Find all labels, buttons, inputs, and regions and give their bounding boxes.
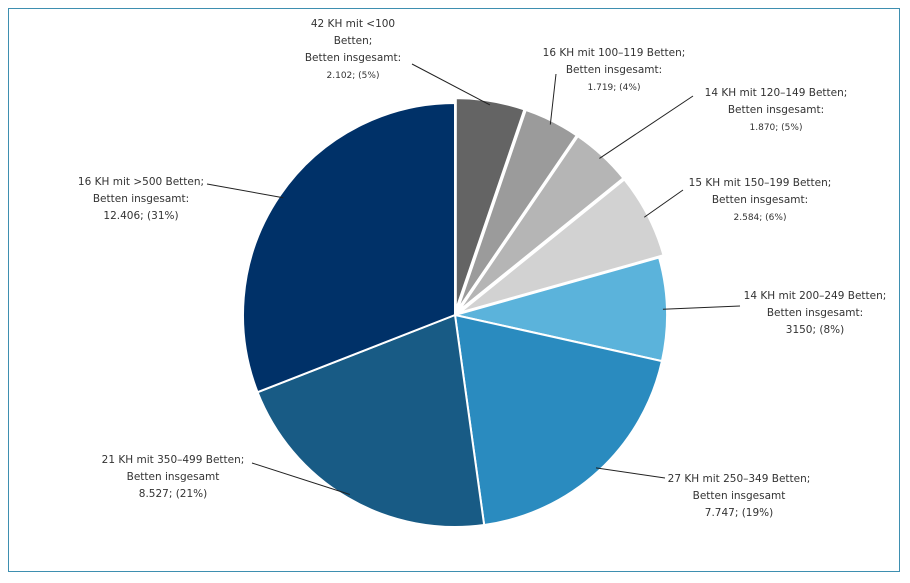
slice-label-6: 27 KH mit 250–349 Betten; Betten insgesam… bbox=[668, 473, 811, 519]
chart-frame bbox=[8, 8, 900, 572]
leader-line-1 bbox=[411, 63, 491, 106]
slice-label-3-line-2: Betten insgesamt: bbox=[728, 104, 824, 116]
slice-label-5-line-1: 14 KH mit 200–249 Betten; bbox=[744, 290, 887, 302]
slice-label-7-line-2: Betten insgesamt bbox=[127, 471, 220, 483]
slice-label-1-line-3: Betten insgesamt: bbox=[305, 52, 401, 64]
slice-label-4-line-1: 15 KH mit 150–199 Betten; bbox=[689, 177, 832, 189]
leader-line-4 bbox=[643, 189, 684, 218]
slice-label-3: 14 KH mit 120–149 Betten; Betten insgesam… bbox=[705, 87, 848, 133]
slice-label-7: 21 KH mit 350–499 Betten; Betten insgesam… bbox=[102, 454, 245, 500]
slice-label-7-line-1: 21 KH mit 350–499 Betten; bbox=[102, 454, 245, 466]
pie-slice-7 bbox=[256, 313, 486, 528]
leader-line-3 bbox=[599, 95, 694, 159]
slice-label-1-line-4: 2.102; (5%) bbox=[327, 71, 380, 81]
slice-label-1-line-2: Betten; bbox=[334, 35, 373, 47]
slice-label-2-line-1: 16 KH mit 100–119 Betten; bbox=[543, 47, 686, 59]
slice-label-5-line-2: Betten insgesamt: bbox=[767, 307, 863, 319]
slice-label-6-line-2: Betten insgesamt bbox=[693, 490, 786, 502]
slice-label-1-line-1: 42 KH mit <100 bbox=[311, 18, 395, 30]
slice-label-5: 14 KH mit 200–249 Betten; Betten insgesam… bbox=[744, 290, 887, 336]
pie-slice-4 bbox=[458, 178, 665, 314]
slice-labels: 42 KH mit <100 Betten; Betten insgesamt: 2.… bbox=[78, 18, 886, 519]
pie-slice-8 bbox=[242, 101, 456, 394]
slice-label-2-line-2: Betten insgesamt: bbox=[566, 64, 662, 76]
slice-label-5-line-3: 3150; (8%) bbox=[786, 324, 844, 336]
pie-slice-1 bbox=[454, 97, 526, 311]
slice-label-4-line-3: 2.584; (6%) bbox=[734, 213, 787, 223]
slice-label-3-line-3: 1.870; (5%) bbox=[750, 123, 803, 133]
pie-slice-6 bbox=[453, 313, 664, 527]
leader-line-7 bbox=[251, 462, 351, 495]
slice-label-8-line-3: 12.406; (31%) bbox=[103, 210, 178, 222]
slice-label-8-line-2: Betten insgesamt: bbox=[93, 193, 189, 205]
leader-line-5 bbox=[662, 305, 741, 310]
slice-label-6-line-3: 7.747; (19%) bbox=[705, 507, 773, 519]
slice-label-1: 42 KH mit <100 Betten; Betten insgesamt: 2.… bbox=[305, 18, 401, 81]
slice-label-4-line-2: Betten insgesamt: bbox=[712, 194, 808, 206]
slice-label-2: 16 KH mit 100–119 Betten; Betten insgesam… bbox=[543, 47, 686, 93]
leader-line-8 bbox=[206, 183, 284, 199]
slice-label-6-line-1: 27 KH mit 250–349 Betten; bbox=[668, 473, 811, 485]
slice-label-8: 16 KH mit >500 Betten; Betten insgesamt: 1… bbox=[78, 176, 204, 222]
slice-label-2-line-3: 1.719; (4%) bbox=[588, 83, 641, 93]
leader-line-2 bbox=[549, 73, 557, 125]
slice-label-4: 15 KH mit 150–199 Betten; Betten insgesam… bbox=[689, 177, 832, 223]
leader-lines bbox=[206, 63, 741, 495]
slice-label-8-line-1: 16 KH mit >500 Betten; bbox=[78, 176, 204, 188]
pie-slice-2 bbox=[456, 108, 579, 312]
pie-slices bbox=[242, 97, 668, 528]
slice-label-3-line-1: 14 KH mit 120–149 Betten; bbox=[705, 87, 848, 99]
leader-line-6 bbox=[595, 467, 666, 479]
pie-slice-3 bbox=[457, 134, 625, 313]
slice-label-7-line-3: 8.527; (21%) bbox=[139, 488, 207, 500]
